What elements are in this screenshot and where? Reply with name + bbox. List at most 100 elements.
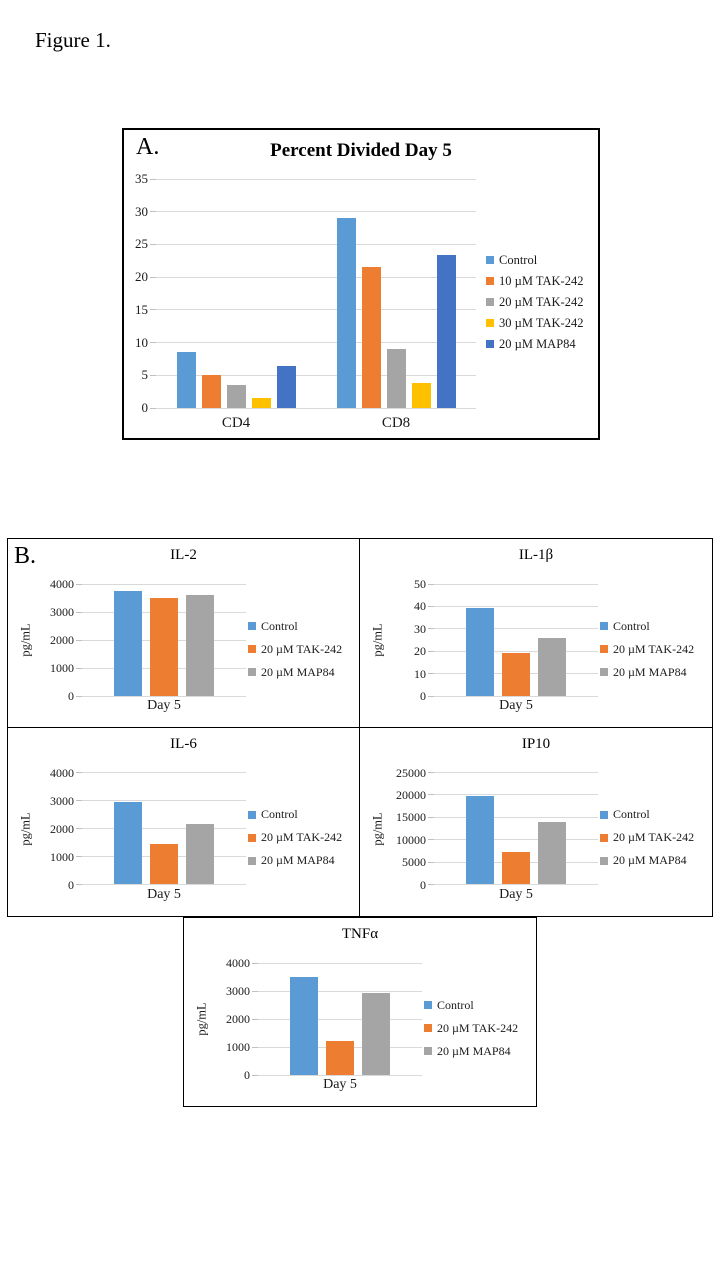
- legend-item: Control: [248, 807, 298, 823]
- y-tick-label: 10000: [396, 832, 426, 847]
- legend-item: 20 µM MAP84: [600, 853, 687, 869]
- y-tick-label: 4000: [50, 765, 74, 780]
- gridline: [434, 772, 598, 773]
- legend-label: 10 µM TAK-242: [499, 273, 584, 288]
- x-category-label: Day 5: [323, 1077, 357, 1092]
- y-tick-label: 4000: [50, 577, 74, 591]
- y-tick-mark: [150, 243, 156, 245]
- gridline: [434, 695, 598, 697]
- bar-control-day-5: [114, 801, 142, 885]
- gridline: [156, 342, 476, 344]
- y-tick-mark: [428, 861, 434, 863]
- legend-item: Control: [600, 618, 650, 634]
- x-category-label: Day 5: [147, 698, 181, 713]
- y-tick-mark: [428, 628, 434, 630]
- y-tick-mark: [252, 1074, 258, 1076]
- gridline: [434, 583, 598, 585]
- legend-label: 20 µM TAK-242: [613, 830, 695, 844]
- y-tick-label: 15000: [396, 810, 426, 825]
- y-tick-mark: [76, 639, 82, 641]
- y-tick-mark: [428, 673, 434, 675]
- chart-title: TNFα: [341, 926, 379, 942]
- legend-label: 20 µM TAK-242: [261, 830, 343, 844]
- y-tick-label: 50: [414, 577, 426, 591]
- x-category-label: Day 5: [147, 886, 181, 902]
- y-tick-mark: [76, 611, 82, 613]
- y-tick-mark: [428, 772, 434, 773]
- y-tick-mark: [428, 884, 434, 885]
- bar-control-day-5: [466, 795, 494, 885]
- y-tick-label: 10: [414, 666, 426, 681]
- y-tick-label: 10: [135, 334, 148, 350]
- bar-20-m-tak-242-day-5: [502, 653, 530, 696]
- legend-label: 20 µM TAK-242: [613, 641, 695, 656]
- legend-label: 20 µM MAP84: [613, 853, 687, 867]
- y-tick-mark: [252, 1018, 258, 1020]
- gridline: [258, 990, 422, 992]
- legend-label: Control: [613, 807, 650, 821]
- legend-label: 20 µM TAK-242: [437, 1020, 519, 1035]
- legend-item: Control: [486, 252, 537, 268]
- legend-marker: [424, 1001, 432, 1009]
- y-tick-label: 5: [141, 367, 149, 383]
- legend-marker: [248, 856, 256, 865]
- bar-10-m-tak-242-cd4: [201, 375, 221, 408]
- gridline: [258, 1074, 422, 1076]
- y-tick-label: 3000: [50, 793, 74, 808]
- legend-marker: [486, 256, 494, 264]
- legend-item: Control: [600, 807, 650, 823]
- legend-label: 20 µM MAP84: [261, 664, 335, 679]
- legend-item: 20 µM TAK-242: [600, 830, 694, 846]
- legend-item: 20 µM MAP84: [424, 1043, 511, 1059]
- legend-item: 20 µM MAP84: [248, 853, 335, 869]
- legend-item: 20 µM TAK-242: [248, 830, 342, 846]
- panel-tnfa-box: TNFα 0 1000 2000 3000 4000 Day 5 pg/mL Control 20…: [183, 917, 537, 1107]
- legend-marker: [600, 833, 608, 842]
- legend-label: 20 µM TAK-242: [499, 294, 584, 309]
- y-tick-label: 0: [244, 1068, 250, 1082]
- chart-title: IL-1β: [518, 547, 554, 563]
- panel-b-cell-il2: B. IL-2 0 1000 2000 3000 4000 Day 5 pg/mL Contro…: [8, 539, 360, 728]
- bar-control-cd4: [176, 352, 196, 408]
- y-tick-mark: [150, 374, 156, 376]
- legend-item: 20 µM TAK-242: [600, 641, 694, 657]
- legend-item: Control: [424, 997, 474, 1013]
- legend-item: Control: [248, 618, 298, 634]
- panel-b-cell-il1b: IL-1β 0 10 20 30 40 50 Day 5 pg/mL Control 20 µM T…: [360, 539, 712, 728]
- y-tick-mark: [252, 1046, 258, 1048]
- legend-label: Control: [261, 807, 298, 821]
- y-tick-label: 0: [68, 689, 74, 703]
- gridline: [82, 772, 246, 773]
- y-tick-mark: [428, 839, 434, 841]
- x-category-label: CD4: [221, 415, 251, 431]
- chart-title: IL-2: [170, 547, 197, 563]
- legend-item: 10 µM TAK-242: [486, 273, 583, 289]
- y-tick-label: 20000: [396, 787, 426, 802]
- gridline: [258, 962, 422, 964]
- legend-item: 20 µM TAK-242: [248, 641, 342, 657]
- gridline: [82, 828, 246, 829]
- y-tick-label: 3000: [50, 605, 74, 619]
- panel-b-label: B.: [14, 543, 37, 569]
- y-axis-title: pg/mL: [370, 623, 385, 657]
- y-axis-title: pg/mL: [18, 811, 33, 846]
- gridline: [258, 1018, 422, 1020]
- legend-label: 20 µM MAP84: [261, 853, 335, 867]
- gridline: [156, 178, 476, 180]
- bar-20-m-tak-242-day-5: [150, 843, 178, 885]
- y-tick-mark: [150, 276, 156, 278]
- bar-10-m-tak-242-cd8: [361, 267, 381, 408]
- y-tick-label: 40: [414, 599, 426, 614]
- y-tick-mark: [76, 856, 82, 857]
- legend-marker: [600, 668, 608, 676]
- y-tick-label: 1000: [50, 849, 74, 864]
- y-tick-mark: [252, 962, 258, 964]
- gridline: [82, 800, 246, 801]
- figure-caption: Figure 1.: [35, 28, 111, 52]
- legend-marker: [248, 833, 256, 842]
- y-tick-mark: [428, 794, 434, 796]
- y-tick-mark: [150, 178, 156, 180]
- y-tick-mark: [76, 884, 82, 885]
- gridline: [156, 276, 476, 278]
- bar-20-m-map84-cd8: [436, 254, 456, 408]
